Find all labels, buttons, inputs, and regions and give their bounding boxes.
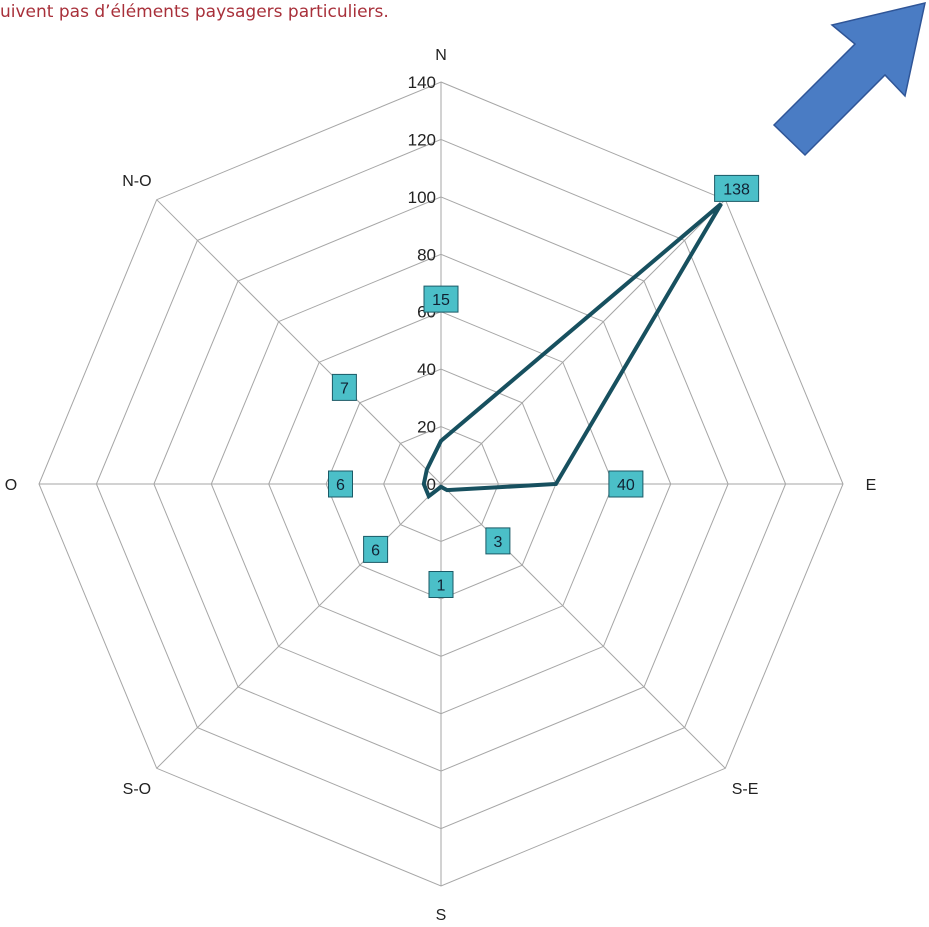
data-label-box (363, 535, 389, 563)
data-label-box (714, 174, 760, 202)
category-label: N-O (122, 173, 151, 190)
data-label: 3 (485, 527, 511, 555)
series-line (421, 202, 723, 500)
data-label-box (423, 285, 459, 313)
data-label-box (428, 571, 454, 598)
data-label-text: 7 (340, 380, 349, 397)
category-label: E (866, 477, 877, 494)
tick-label: 0 (427, 475, 436, 494)
data-label: 6 (363, 535, 389, 563)
data-label-text: 3 (493, 534, 502, 551)
radar-data-labels: 15 138 40 3 1 6 6 7 (328, 174, 760, 598)
axis-spoke (156, 483, 442, 769)
data-label-box (331, 373, 357, 401)
axis-spoke (440, 483, 726, 769)
data-label: 40 (608, 470, 644, 498)
direction-arrow-icon (772, 1, 926, 157)
wind-direction-arrow (772, 1, 926, 157)
caption-text: uivent pas d’éléments paysagers particul… (0, 2, 389, 22)
data-label-box (608, 470, 644, 498)
data-label-text: 6 (371, 542, 380, 559)
axis-spoke (440, 199, 726, 485)
data-label: 15 (423, 285, 459, 313)
category-label: N (435, 47, 447, 64)
radar-axes (39, 82, 843, 886)
tick-label: 20 (417, 418, 436, 437)
category-label: S-O (123, 781, 151, 798)
data-label-text: 15 (432, 292, 450, 309)
data-label: 1 (428, 571, 454, 598)
data-label-text: 138 (723, 181, 750, 198)
data-label: 6 (328, 470, 353, 498)
data-label: 7 (331, 373, 357, 401)
data-label: 138 (714, 174, 760, 202)
tick-label: 40 (417, 360, 436, 379)
tick-label: 120 (408, 130, 436, 149)
category-label: S (436, 907, 447, 924)
category-label: O (5, 477, 17, 494)
radar-series (421, 202, 723, 500)
radar-tick-labels: 020406080100120140 (408, 73, 436, 494)
category-label: S-E (732, 781, 759, 798)
data-label-text: 1 (437, 578, 446, 595)
tick-label: 100 (408, 188, 436, 207)
tick-label: 80 (417, 245, 436, 264)
data-label-box (328, 470, 353, 498)
tick-label: 140 (408, 73, 436, 92)
data-label-text: 40 (617, 477, 635, 494)
data-label-text: 6 (336, 477, 345, 494)
data-label-box (485, 527, 511, 555)
axis-spoke (156, 199, 442, 485)
